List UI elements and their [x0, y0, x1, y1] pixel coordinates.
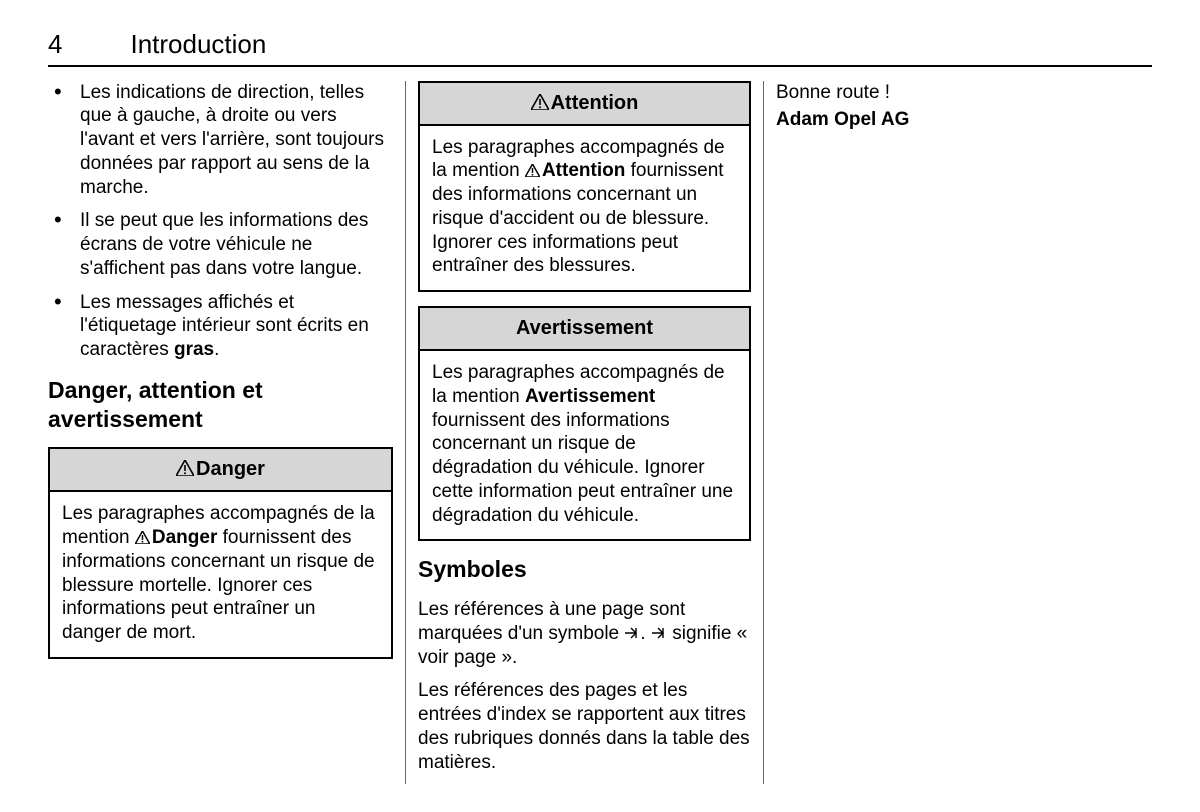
page: 4 Introduction Les indications de direct…	[0, 0, 1200, 812]
list-item-bold: gras	[174, 339, 214, 360]
list-item-text: .	[214, 339, 219, 360]
list-item-text: Il se peut que les informations des écra…	[80, 210, 368, 279]
page-header: 4 Introduction	[48, 28, 1152, 67]
para-text: .	[640, 623, 651, 644]
column-2: Attention Les paragraphes accompagnés de…	[406, 81, 764, 785]
columns: Les indications de direction, telles que…	[48, 81, 1152, 785]
avertissement-box-body: Les paragraphes accompagnés de la mentio…	[420, 351, 749, 539]
attention-box: Attention Les paragraphes accompagnés de…	[418, 81, 751, 293]
attention-box-title: Attention	[551, 92, 639, 114]
body-bold: Avertissement	[525, 386, 655, 407]
closing-line: Bonne route !	[776, 81, 1122, 105]
attention-box-body: Les paragraphes accompagnés de la mentio…	[420, 126, 749, 291]
list-item: Il se peut que les informations des écra…	[48, 209, 393, 280]
body-bold: Danger	[152, 527, 217, 548]
section-heading-symbols: Symboles	[418, 555, 751, 584]
danger-box-title: Danger	[196, 458, 265, 480]
warning-triangle-icon	[531, 94, 549, 110]
warning-triangle-icon	[176, 460, 194, 476]
danger-box: Danger Les paragraphes accompagnés de la…	[48, 447, 393, 659]
page-number: 4	[48, 28, 62, 61]
list-item: Les indications de direction, telles que…	[48, 81, 393, 200]
column-3: Bonne route ! Adam Opel AG	[764, 81, 1122, 785]
avertissement-box-title: Avertissement	[516, 317, 653, 339]
section-heading-danger: Danger, attention et avertissement	[48, 376, 393, 434]
symbols-paragraph-1: Les références à une page sont marquées …	[418, 598, 751, 669]
body-bold: Attention	[542, 160, 625, 181]
warning-triangle-icon	[135, 531, 150, 544]
danger-box-header: Danger	[50, 449, 391, 492]
list-item-text: Les indications de direction, telles que…	[80, 82, 384, 198]
danger-box-body: Les paragraphes accompagnés de la mentio…	[50, 492, 391, 657]
avertissement-box-header: Avertissement	[420, 308, 749, 351]
page-ref-arrow-icon	[624, 626, 640, 640]
company-name: Adam Opel AG	[776, 108, 1122, 132]
body-text: fournissent des informations concernant …	[432, 410, 733, 526]
page-ref-arrow-icon	[651, 626, 667, 640]
column-1: Les indications de direction, telles que…	[48, 81, 406, 785]
page-title: Introduction	[130, 28, 266, 61]
list-item: Les messages affichés et l'étiquetage in…	[48, 291, 393, 362]
symbols-paragraph-2: Les références des pages et les entrées …	[418, 679, 751, 774]
bullet-list: Les indications de direction, telles que…	[48, 81, 393, 362]
attention-box-header: Attention	[420, 83, 749, 126]
avertissement-box: Avertissement Les paragraphes accompagné…	[418, 306, 751, 541]
warning-triangle-icon	[525, 164, 540, 177]
list-item-text: Les messages affichés et l'étiquetage in…	[80, 292, 369, 361]
